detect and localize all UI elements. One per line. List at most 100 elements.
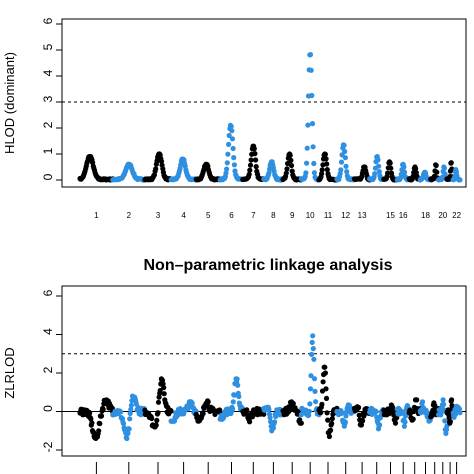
x-tick-label: 1 (94, 211, 99, 220)
data-point (392, 420, 399, 426)
data-point (358, 422, 365, 428)
data-point (290, 400, 296, 407)
data-point (161, 391, 167, 397)
y-tick-label: 4 (41, 328, 55, 335)
data-point (306, 408, 312, 414)
data-point (205, 399, 211, 405)
data-point (272, 419, 278, 425)
y-tick-label: 5 (41, 43, 55, 50)
data-point (323, 386, 329, 392)
data-point (270, 425, 276, 431)
data-point (320, 379, 326, 385)
data-point (360, 418, 366, 424)
data-point (157, 387, 163, 394)
data-point (402, 419, 408, 425)
data-point (344, 169, 350, 175)
data-point (224, 166, 230, 172)
data-point (449, 166, 455, 172)
data-point (309, 92, 315, 99)
data-point (401, 164, 407, 170)
data-point (305, 122, 311, 128)
data-point (323, 395, 330, 401)
data-point (318, 409, 324, 415)
data-point (372, 171, 378, 177)
x-tick-label: 13 (358, 211, 367, 220)
data-point (247, 162, 254, 168)
data-point (251, 146, 257, 152)
data-point (89, 420, 95, 426)
data-point (189, 400, 195, 406)
data-point (224, 160, 230, 166)
data-point (298, 420, 304, 426)
data-point (443, 427, 450, 433)
data-point (124, 435, 130, 442)
y-tick-label: 4 (41, 69, 55, 76)
data-point (341, 142, 347, 148)
y-axis-label-top: HLOD (dominant) (2, 52, 17, 154)
data-point (161, 385, 167, 391)
data-point (343, 413, 349, 419)
data-point (267, 415, 273, 421)
data-point (128, 402, 134, 408)
data-point (328, 427, 334, 433)
data-point (342, 419, 348, 425)
data-point (313, 399, 319, 405)
data-point (230, 145, 236, 152)
data-point (252, 151, 258, 157)
data-point (149, 415, 155, 422)
data-point (247, 167, 253, 173)
data-point (376, 163, 382, 169)
data-point (414, 397, 420, 403)
data-point (376, 169, 382, 175)
data-point (343, 163, 349, 169)
data-point (441, 401, 447, 407)
data-point (155, 399, 162, 405)
data-point (419, 399, 426, 405)
data-point (387, 160, 393, 166)
data-point (410, 416, 416, 422)
chart-title-bottom: Non–parametric linkage analysis (144, 257, 393, 274)
data-point (445, 407, 451, 413)
data-point (338, 167, 344, 173)
x-tick-label: 8 (271, 211, 276, 220)
data-point (309, 121, 316, 127)
y-tick-label: 6 (41, 289, 55, 296)
x-tick-labels-top: 1 2 3 4 5 6 7 8 9 10 11 12 13 15 16 18 20 22 (94, 211, 461, 220)
data-point (429, 412, 435, 419)
data-point (266, 406, 272, 413)
data-point (457, 410, 463, 416)
data-point (246, 171, 252, 177)
data-point (425, 410, 431, 416)
x-tick-label: 18 (421, 211, 430, 220)
data-point (325, 417, 331, 423)
data-point (266, 170, 272, 176)
data-point (385, 170, 391, 176)
data-point (442, 418, 448, 424)
data-point (96, 428, 102, 434)
data-point (126, 426, 132, 432)
data-point (154, 417, 160, 423)
data-point (342, 155, 348, 161)
data-point (304, 145, 310, 151)
panel-zlrlod: Non–parametric linkage analysis ZLRLOD -… (2, 257, 467, 474)
data-point (223, 170, 229, 176)
data-point (226, 141, 232, 147)
data-point (253, 164, 259, 170)
data-points-top (77, 52, 463, 183)
data-point (311, 356, 317, 362)
data-point (244, 407, 250, 413)
y-ticks-top: 0 1 2 3 4 5 6 (41, 17, 62, 181)
data-point (303, 170, 309, 176)
x-tick-label: 12 (341, 211, 350, 220)
x-tick-label: 3 (156, 211, 161, 220)
data-point (448, 160, 454, 166)
data-point (253, 157, 259, 163)
data-point (288, 162, 295, 169)
data-point (285, 160, 291, 167)
data-point (308, 67, 314, 73)
y-tick-label: 6 (41, 17, 55, 24)
data-point (128, 406, 134, 412)
x-tick-label: 5 (206, 211, 211, 220)
data-point (310, 346, 316, 352)
data-point (457, 177, 463, 183)
